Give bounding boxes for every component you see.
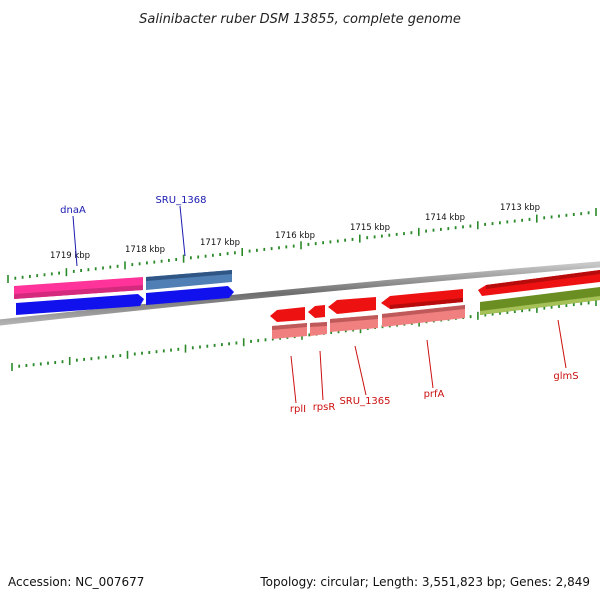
gene-track-inner-bottom [270, 289, 463, 322]
gene-rpsR-outer-shade [310, 322, 327, 327]
leader-dnaA [72, 215, 78, 267]
gene-rplI-outer-shade [272, 323, 307, 330]
gene-dnaA-outer-shade [14, 285, 143, 299]
gene-sru1368-inner[interactable] [146, 286, 234, 305]
gene-glmS-inner-shade [480, 296, 600, 315]
gene-glmS-outer-shade [486, 270, 600, 289]
gene-track-outer-bottom [272, 305, 465, 339]
gene-sru1365-inner[interactable] [328, 297, 376, 314]
gene-label-sru1365[interactable]: SRU_1365 [339, 396, 390, 407]
gene-sru1368-outer-shade [146, 270, 232, 281]
leader-prfA [426, 339, 434, 389]
scale-label-1716: 1716 kbp [275, 231, 315, 241]
genome-summary-text: Topology: circular; Length: 3,551,823 bp… [259, 575, 590, 589]
gene-dnaA-inner[interactable] [16, 294, 144, 315]
gene-label-rplI[interactable]: rplI [290, 404, 306, 415]
leader-sru1365 [354, 345, 367, 396]
outer-scale-ring [7, 208, 597, 283]
map-title: Salinibacter ruber DSM 13855, complete g… [139, 12, 461, 27]
scale-label-1713: 1713 kbp [500, 203, 540, 213]
gene-prfA-inner-shade [390, 298, 463, 309]
gene-label-sru1368[interactable]: SRU_1368 [155, 195, 206, 206]
scale-labels: 1719 kbp 1718 kbp 1717 kbp 1716 kbp 1715… [50, 203, 540, 261]
genome-backbone [0, 261, 600, 326]
scale-label-1719: 1719 kbp [50, 251, 90, 261]
leader-rplI [290, 355, 297, 404]
gene-track-inner-top [16, 286, 600, 315]
gene-label-glmS[interactable]: glmS [553, 371, 578, 382]
gene-rplI-inner[interactable] [270, 307, 305, 322]
gene-label-prfA[interactable]: prfA [424, 389, 445, 400]
gene-track-outer-top [14, 270, 600, 299]
gene-rpsR-inner[interactable] [308, 305, 325, 318]
gene-label-dnaA[interactable]: dnaA [60, 205, 86, 216]
accession-text: Accession: NC_007677 [8, 575, 144, 589]
gene-sru1365-outer-shade [330, 315, 378, 323]
gene-prfA-outer-shade [382, 305, 465, 318]
scale-label-1714: 1714 kbp [425, 213, 465, 223]
scale-label-1718: 1718 kbp [125, 245, 165, 255]
gene-label-rpsR[interactable]: rpsR [313, 402, 336, 413]
label-leaders [72, 205, 567, 404]
gene-labels: dnaA SRU_1368 rplI rpsR SRU_1365 prfA gl… [60, 195, 578, 415]
scale-label-1715: 1715 kbp [350, 223, 390, 233]
leader-glmS [557, 319, 567, 369]
scale-label-1717: 1717 kbp [200, 238, 240, 248]
leader-sru1368 [179, 205, 186, 257]
leader-rpsR [319, 350, 324, 401]
